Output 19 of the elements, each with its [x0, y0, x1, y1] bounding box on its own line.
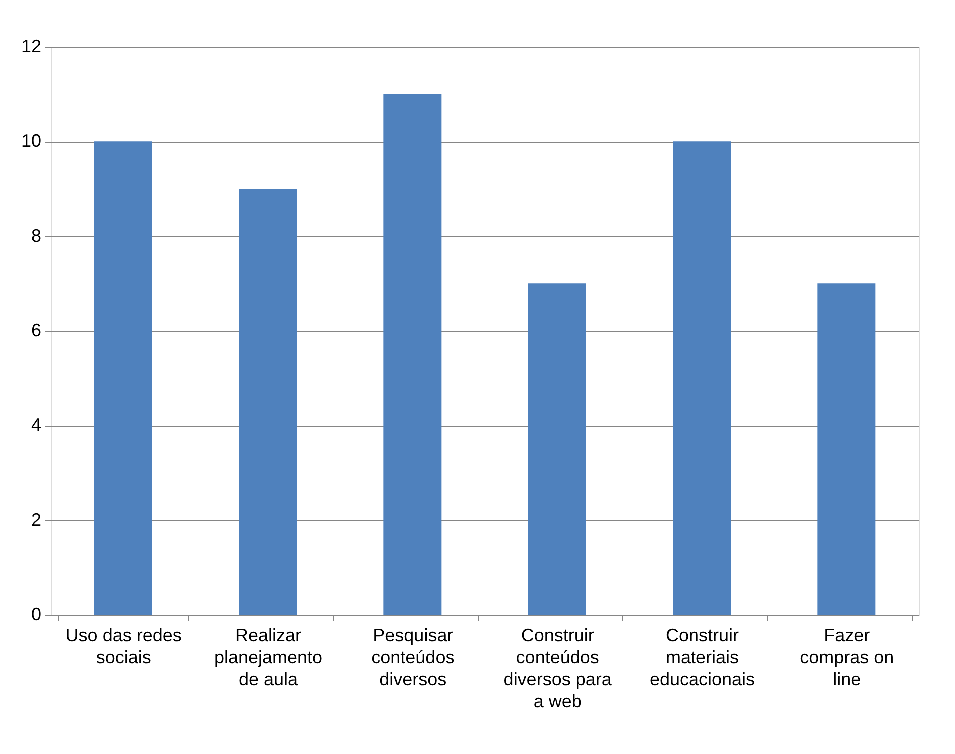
bar — [818, 284, 876, 615]
x-tick-label: Construir materiais educacionais — [650, 626, 756, 690]
bar — [94, 142, 152, 615]
y-tick-label: 2 — [31, 510, 42, 530]
bar — [673, 142, 731, 615]
bar — [528, 284, 586, 615]
y-tick-label: 8 — [31, 226, 42, 246]
y-tick-label: 4 — [31, 415, 42, 436]
x-tick-label: Construir conteúdos diversos para a web — [504, 626, 613, 712]
y-tick-label: 6 — [31, 320, 42, 340]
x-tick-label: Realizar planejamento de aula — [214, 626, 323, 690]
x-tick-label: Fazer compras on line — [800, 626, 894, 690]
bar — [384, 94, 442, 615]
y-tick-label: 0 — [31, 604, 42, 624]
y-tick-label: 12 — [21, 36, 42, 56]
bar — [239, 189, 297, 615]
y-tick-label: 10 — [21, 131, 42, 152]
x-tick-label: Pesquisar conteúdos diversos — [372, 626, 455, 690]
x-tick-label: Uso das redes sociais — [66, 626, 182, 668]
